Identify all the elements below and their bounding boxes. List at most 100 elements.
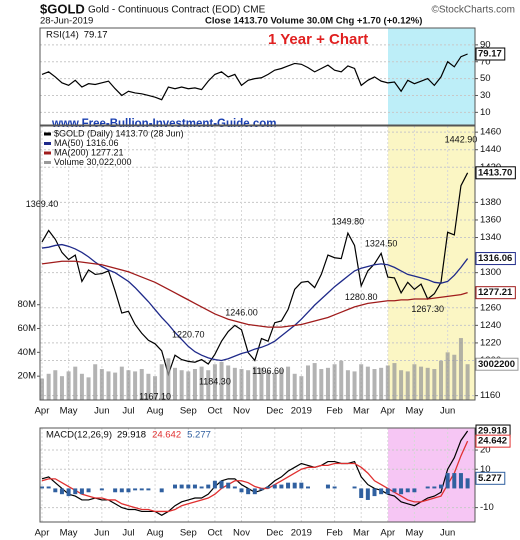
y2-tick-label: 80M — [18, 299, 37, 310]
bar — [385, 365, 390, 400]
bar — [99, 488, 104, 491]
legend-swatch — [44, 132, 51, 136]
bar — [173, 367, 177, 400]
y-tick-label: 90 — [480, 39, 491, 50]
bar — [99, 369, 104, 400]
series-line — [41, 53, 468, 101]
x-tick-label: Nov — [233, 528, 250, 539]
bar — [332, 486, 337, 489]
bar — [66, 488, 71, 497]
bar — [159, 488, 164, 493]
series-line — [41, 243, 469, 362]
x-tick-label: Feb — [326, 528, 342, 539]
bar — [299, 376, 304, 400]
bar — [319, 369, 324, 400]
annotation: 1220.70 — [172, 330, 205, 340]
bar — [133, 371, 138, 400]
bar — [139, 488, 144, 491]
bar — [412, 364, 417, 400]
legend-entry: 29.918 — [117, 430, 146, 441]
bar — [399, 370, 404, 400]
bar — [352, 486, 357, 489]
bar — [153, 376, 158, 400]
bar — [432, 369, 437, 400]
bar — [59, 488, 64, 495]
bar — [40, 486, 44, 489]
bar — [226, 365, 231, 400]
end-value-label: 1316.06 — [478, 253, 512, 264]
bar — [359, 364, 364, 400]
bar — [199, 366, 204, 400]
bar — [86, 377, 91, 400]
x-tick-label: Jun — [440, 406, 455, 417]
bar — [279, 369, 284, 400]
bar — [192, 369, 197, 400]
bar — [139, 369, 144, 400]
bar — [46, 486, 51, 489]
bar — [46, 373, 51, 400]
panel-frame — [39, 27, 476, 126]
bar — [379, 367, 384, 400]
x-tick-label: Jun — [94, 528, 109, 539]
end-value-box — [475, 471, 506, 485]
x-tick-label: Aug — [147, 406, 164, 417]
bar — [232, 367, 237, 400]
bar — [126, 488, 131, 493]
bar — [325, 484, 330, 489]
bar — [119, 366, 124, 400]
bar — [113, 488, 118, 493]
y-tick-label: -10 — [480, 502, 494, 513]
bar — [405, 371, 410, 400]
bar — [325, 367, 330, 400]
end-value-box — [475, 252, 516, 266]
bar — [439, 484, 443, 489]
end-value-label: 79.17 — [478, 49, 502, 60]
x-tick-label: Dec — [266, 528, 283, 539]
x-tick-label: May — [405, 406, 423, 417]
x-tick-label: Dec — [266, 406, 283, 417]
y-tick-label: 1440 — [480, 144, 501, 155]
y2-tick-label: 40M — [18, 347, 37, 358]
bar — [292, 482, 297, 489]
panel-frame — [39, 125, 476, 401]
x-tick-label: May — [60, 528, 78, 539]
bar — [452, 354, 457, 400]
end-value-label: 24.642 — [478, 436, 507, 447]
y-tick-label: 1360 — [480, 214, 501, 225]
bar — [246, 370, 251, 400]
bar — [66, 371, 71, 400]
x-tick-label: Sep — [180, 528, 197, 539]
bar — [146, 488, 151, 491]
x-tick-label: Jul — [122, 528, 134, 539]
bar — [359, 488, 364, 499]
bar — [425, 486, 430, 489]
x-tick-label: Apr — [35, 528, 50, 539]
annotation: 1324.50 — [365, 239, 398, 249]
bar — [79, 488, 84, 495]
legend-entry: Volume 30,022,000 — [54, 157, 132, 167]
bar — [345, 370, 350, 400]
bar — [259, 488, 264, 491]
end-value-box — [475, 286, 516, 300]
bar — [252, 366, 257, 400]
x-tick-label: Apr — [380, 528, 395, 539]
x-tick-label: Mar — [353, 406, 369, 417]
bar — [252, 488, 257, 495]
bar — [458, 473, 463, 489]
bar — [212, 364, 217, 400]
x-tick-label: Feb — [326, 406, 342, 417]
bar — [385, 488, 390, 495]
panel-frame — [39, 427, 476, 523]
bar — [292, 373, 297, 400]
y-tick-label: 1220 — [480, 337, 501, 348]
bar — [186, 371, 191, 400]
annotation: 1280.80 — [345, 292, 378, 302]
bar — [73, 366, 78, 400]
y-tick-label: 1300 — [480, 267, 501, 278]
y-tick-label: 1260 — [480, 302, 501, 313]
annotation: 1442.90 — [445, 135, 478, 145]
panel-title: RSI(14) — [46, 30, 79, 41]
bar — [425, 367, 430, 400]
x-tick-label: Mar — [353, 528, 369, 539]
end-value-label: 1277.21 — [478, 287, 513, 298]
